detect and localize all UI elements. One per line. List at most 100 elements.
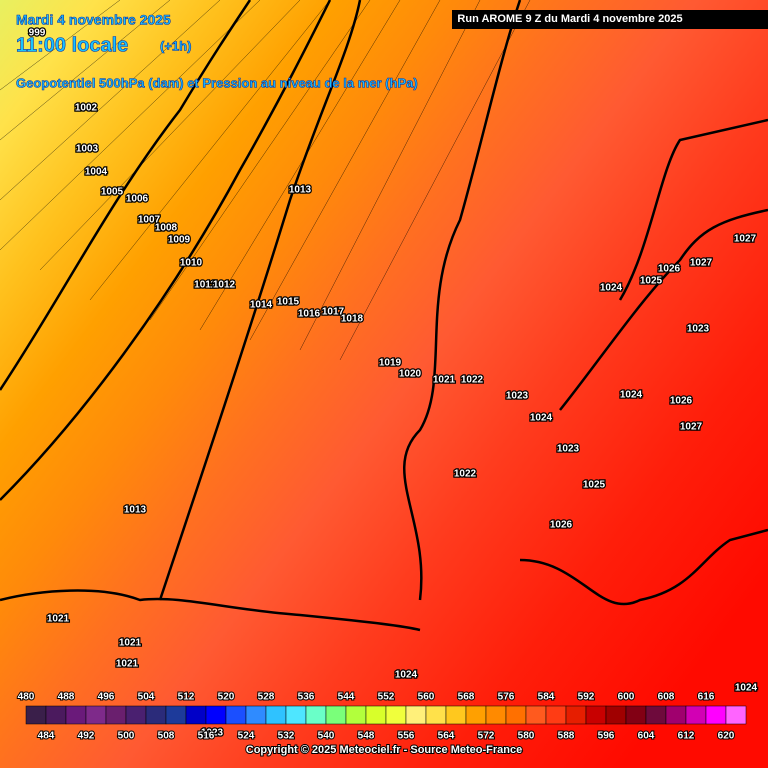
scale-label: 484 <box>38 731 55 742</box>
coastlines <box>0 0 768 632</box>
run-banner <box>452 10 768 29</box>
scale-label: 588 <box>558 731 575 742</box>
scale-label: 560 <box>418 692 435 703</box>
scale-swatch <box>145 705 167 725</box>
scale-swatch <box>185 705 207 725</box>
scale-swatch <box>365 705 387 725</box>
isobar-label: 1021 <box>433 375 456 386</box>
isobar-label: 1010 <box>180 258 203 269</box>
isobar-label: 1025 <box>640 276 663 287</box>
scale-label: 616 <box>698 692 715 703</box>
scale-swatch <box>545 705 567 725</box>
isobar-label: 1006 <box>126 194 149 205</box>
isobar-label: 1027 <box>680 422 703 433</box>
scale-swatch <box>705 705 727 725</box>
isobar-label: 1027 <box>690 258 713 269</box>
scale-label: 600 <box>618 692 635 703</box>
isobar-label: 1014 <box>250 300 273 311</box>
isobar-label: 1024 <box>735 683 758 694</box>
scale-swatch <box>385 705 407 725</box>
isobar-label: 1024 <box>395 670 418 681</box>
isobar-label: 1013 <box>124 505 147 516</box>
isobar-label: 1007 <box>138 215 161 226</box>
scale-label: 516 <box>198 731 215 742</box>
field-title: Geopotentiel 500hPa (dam) et Pression au… <box>16 75 418 90</box>
isobar-label: 1027 <box>734 234 757 245</box>
scale-swatch <box>665 705 687 725</box>
scale-label: 524 <box>238 731 255 742</box>
run-info: Run AROME 9 Z du Mardi 4 novembre 2025 <box>457 13 682 25</box>
isobar-label: 1015 <box>277 297 300 308</box>
isobar-label: 1021 <box>116 659 139 670</box>
isobar-label: 1026 <box>550 520 573 531</box>
scale-swatch <box>645 705 667 725</box>
scale-swatch <box>165 705 187 725</box>
isobar-label: 1009 <box>168 235 191 246</box>
scale-swatch <box>245 705 267 725</box>
scale-label: 528 <box>258 692 275 703</box>
scale-swatch <box>465 705 487 725</box>
scale-swatch <box>685 705 707 725</box>
scale-label: 548 <box>358 731 375 742</box>
isobar-label: 1023 <box>201 728 224 739</box>
isobar-label: 1024 <box>620 390 643 401</box>
scale-label: 520 <box>218 692 235 703</box>
scale-label: 568 <box>458 692 475 703</box>
scale-label: 552 <box>378 692 395 703</box>
scale-swatch <box>445 705 467 725</box>
isobar-label: 1013 <box>289 185 312 196</box>
isobar-label: 999 <box>29 28 46 39</box>
isobar-label: 1024 <box>530 413 553 424</box>
scale-label: 492 <box>78 731 95 742</box>
scale-label: 596 <box>598 731 615 742</box>
scale-swatch <box>265 705 287 725</box>
isobar-label: 1016 <box>298 309 321 320</box>
scale-label: 536 <box>298 692 315 703</box>
scale-swatch <box>725 705 747 725</box>
isobar-label: 1025 <box>583 480 606 491</box>
scale-label: 500 <box>118 731 135 742</box>
isobar-label: 1023 <box>506 391 529 402</box>
isobar-label: 1005 <box>101 187 124 198</box>
scale-swatch <box>485 705 507 725</box>
scale-swatch <box>205 705 227 725</box>
scale-swatch <box>325 705 347 725</box>
scale-label: 544 <box>338 692 355 703</box>
scale-swatch <box>625 705 647 725</box>
scale-label: 620 <box>718 731 735 742</box>
scale-swatch <box>505 705 527 725</box>
isobar-label: 1002 <box>75 103 98 114</box>
scale-swatch <box>25 705 47 725</box>
scale-label: 512 <box>178 692 195 703</box>
geopotential-contours <box>0 0 362 601</box>
scale-label: 608 <box>658 692 675 703</box>
isobar-label: 1021 <box>119 638 142 649</box>
isobar-label: 1026 <box>658 264 681 275</box>
scale-swatch <box>525 705 547 725</box>
scale-swatch <box>45 705 67 725</box>
isobar-label: 1019 <box>379 358 402 369</box>
isobar-label: 1011 <box>194 280 216 291</box>
scale-label: 504 <box>138 692 155 703</box>
isobar-label: 1017 <box>322 307 345 318</box>
scale-swatch <box>605 705 627 725</box>
scale-label: 580 <box>518 731 535 742</box>
isobar-label: 1003 <box>76 144 99 155</box>
scale-swatch <box>225 705 247 725</box>
isobar-label: 1023 <box>687 324 710 335</box>
isobar-label: 1021 <box>47 614 70 625</box>
isobar-label: 1012 <box>213 280 236 291</box>
isobar-label: 1024 <box>600 283 623 294</box>
scale-label: 532 <box>278 731 295 742</box>
isobar-label: 1004 <box>85 167 108 178</box>
scale-swatch <box>85 705 107 725</box>
scale-swatch <box>565 705 587 725</box>
scale-swatch <box>105 705 127 725</box>
scale-swatch <box>585 705 607 725</box>
scale-label: 564 <box>438 731 455 742</box>
scale-label: 604 <box>638 731 655 742</box>
scale-label: 572 <box>478 731 495 742</box>
scale-label: 496 <box>98 692 115 703</box>
